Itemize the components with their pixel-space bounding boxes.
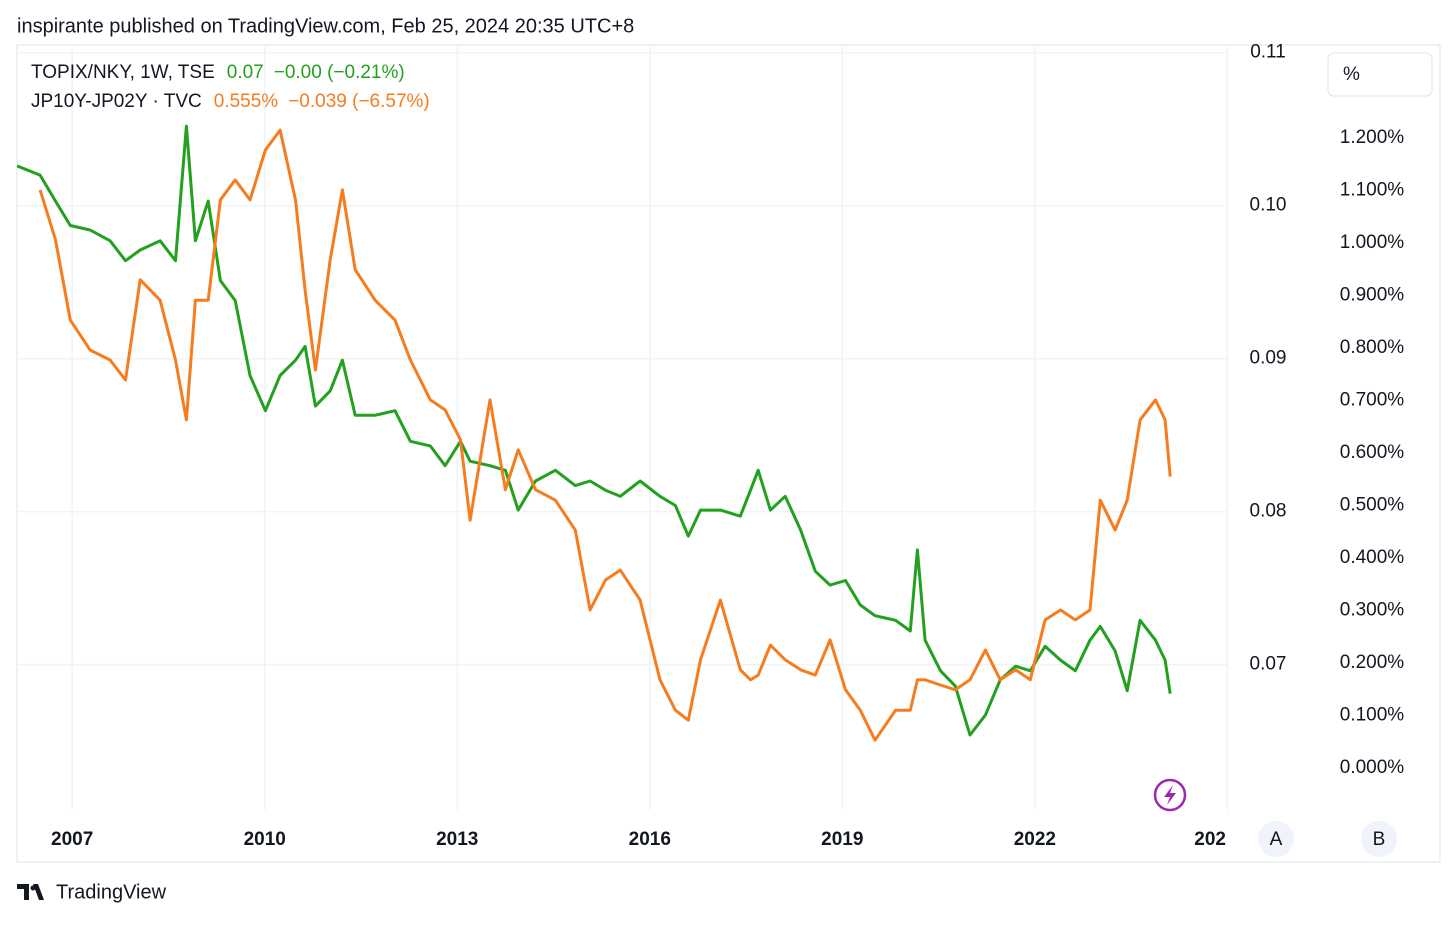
legend-last: 0.555% bbox=[214, 91, 279, 112]
x-tick-label: 2007 bbox=[51, 829, 93, 850]
y-tick-label: 0.09 bbox=[1250, 348, 1287, 369]
series-line bbox=[17, 124, 1172, 737]
legend-last: 0.07 bbox=[227, 62, 264, 83]
y2-tick-label: 0.800% bbox=[1340, 337, 1405, 358]
legend-change: −0.00 (−0.21%) bbox=[274, 62, 405, 83]
grid bbox=[17, 45, 1229, 810]
flash-icon[interactable] bbox=[1153, 778, 1187, 812]
x-tick-label: 2016 bbox=[629, 829, 671, 850]
labels: 2007 2010 2013 2016 2019 2022 202 0.07 0.08 0.09 0… bbox=[31, 42, 1404, 850]
plot bbox=[17, 124, 1172, 742]
y2-tick-label: 0.600% bbox=[1340, 442, 1405, 463]
y2-tick-label: 0.700% bbox=[1340, 389, 1405, 410]
legend-entry: TOPIX/NKY, 1W, TSE 0.07 −0.00 (−0.21%) bbox=[31, 62, 405, 83]
legend-name: TOPIX/NKY, 1W, TSE bbox=[31, 62, 215, 83]
scale-label-b: B bbox=[1373, 829, 1386, 850]
legend-name: JP10Y-JP02Y · TVC bbox=[31, 91, 202, 112]
y2-tick-label: 0.100% bbox=[1340, 705, 1405, 726]
y-tick-label: 0.10 bbox=[1250, 195, 1287, 216]
x-tick-label: 2010 bbox=[244, 829, 286, 850]
x-tick-label: 2013 bbox=[436, 829, 478, 850]
y2-tick-label: 0.400% bbox=[1340, 547, 1405, 568]
percent-label: % bbox=[1343, 64, 1360, 85]
y2-tick-label: 0.300% bbox=[1340, 599, 1405, 620]
series-line bbox=[38, 128, 1172, 742]
y2-tick-label: 1.000% bbox=[1340, 232, 1405, 253]
x-tick-label: 2019 bbox=[821, 829, 863, 850]
legend-entry: JP10Y-JP02Y · TVC 0.555% −0.039 (−6.57%) bbox=[31, 91, 430, 112]
y-tick-label: 0.11 bbox=[1250, 42, 1286, 63]
y2-tick-label: 0.200% bbox=[1340, 652, 1405, 673]
x-tick-label: 2022 bbox=[1014, 829, 1056, 850]
y-tick-label: 0.08 bbox=[1250, 501, 1287, 522]
legend-change: −0.039 (−6.57%) bbox=[288, 91, 430, 112]
scale-button-a[interactable] bbox=[1258, 821, 1294, 857]
x-tick-label: 202 bbox=[1194, 829, 1226, 850]
brand-logo bbox=[17, 884, 44, 900]
scale-label-a: A bbox=[1270, 829, 1283, 850]
y2-tick-label: 0.000% bbox=[1340, 757, 1405, 778]
frame bbox=[16, 44, 1441, 863]
y-tick-label: 0.07 bbox=[1250, 654, 1287, 675]
header: inspirante published on TradingView.com,… bbox=[17, 15, 634, 37]
y2-tick-label: 1.100% bbox=[1340, 179, 1405, 200]
y2-tick-label: 0.500% bbox=[1340, 494, 1405, 515]
y2-tick-label: 1.200% bbox=[1340, 127, 1405, 148]
y2-tick-label: 0.900% bbox=[1340, 284, 1405, 305]
brand: TradingView bbox=[56, 881, 167, 903]
percent-button[interactable] bbox=[1327, 52, 1433, 97]
scale-button-b[interactable] bbox=[1361, 821, 1397, 857]
